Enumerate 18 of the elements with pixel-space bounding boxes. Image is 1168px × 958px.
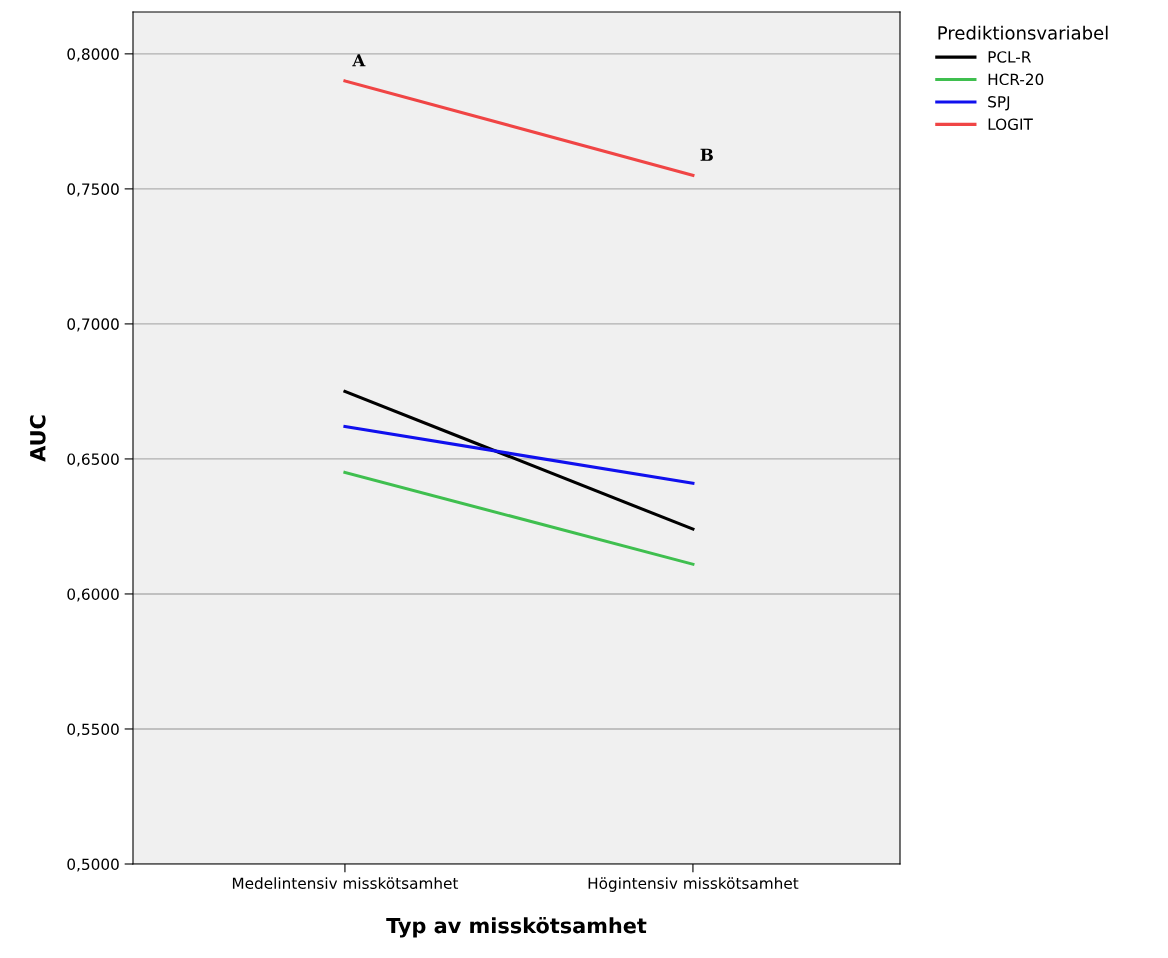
annotation: A xyxy=(352,54,366,67)
y-tick-label: 0,6500 xyxy=(67,453,119,467)
x-tick-label: Medelintensiv misskötsamhet xyxy=(232,877,459,890)
y-tick-label: 0,5500 xyxy=(67,723,119,737)
legend-title: Prediktionsvariabel xyxy=(938,25,1108,40)
y-axis-title: AUC xyxy=(29,415,46,462)
y-tick-label: 0,7000 xyxy=(67,318,119,332)
y-tick-label: 0,5000 xyxy=(67,858,119,872)
annotation: B xyxy=(700,148,713,161)
x-axis-title: Typ av misskötsamhet xyxy=(386,916,647,938)
y-tick-label: 0,7500 xyxy=(67,183,119,197)
legend-label: SPJ xyxy=(988,95,1010,111)
legend-label: PCL-R xyxy=(988,51,1031,63)
legend-label: HCR-20 xyxy=(988,73,1044,86)
x-tick-label: Högintensiv misskötsamhet xyxy=(588,877,799,892)
legend-label: LOGIT xyxy=(988,118,1033,130)
y-tick-label: 0,8000 xyxy=(67,48,119,62)
y-tick-label: 0,6000 xyxy=(67,588,119,602)
